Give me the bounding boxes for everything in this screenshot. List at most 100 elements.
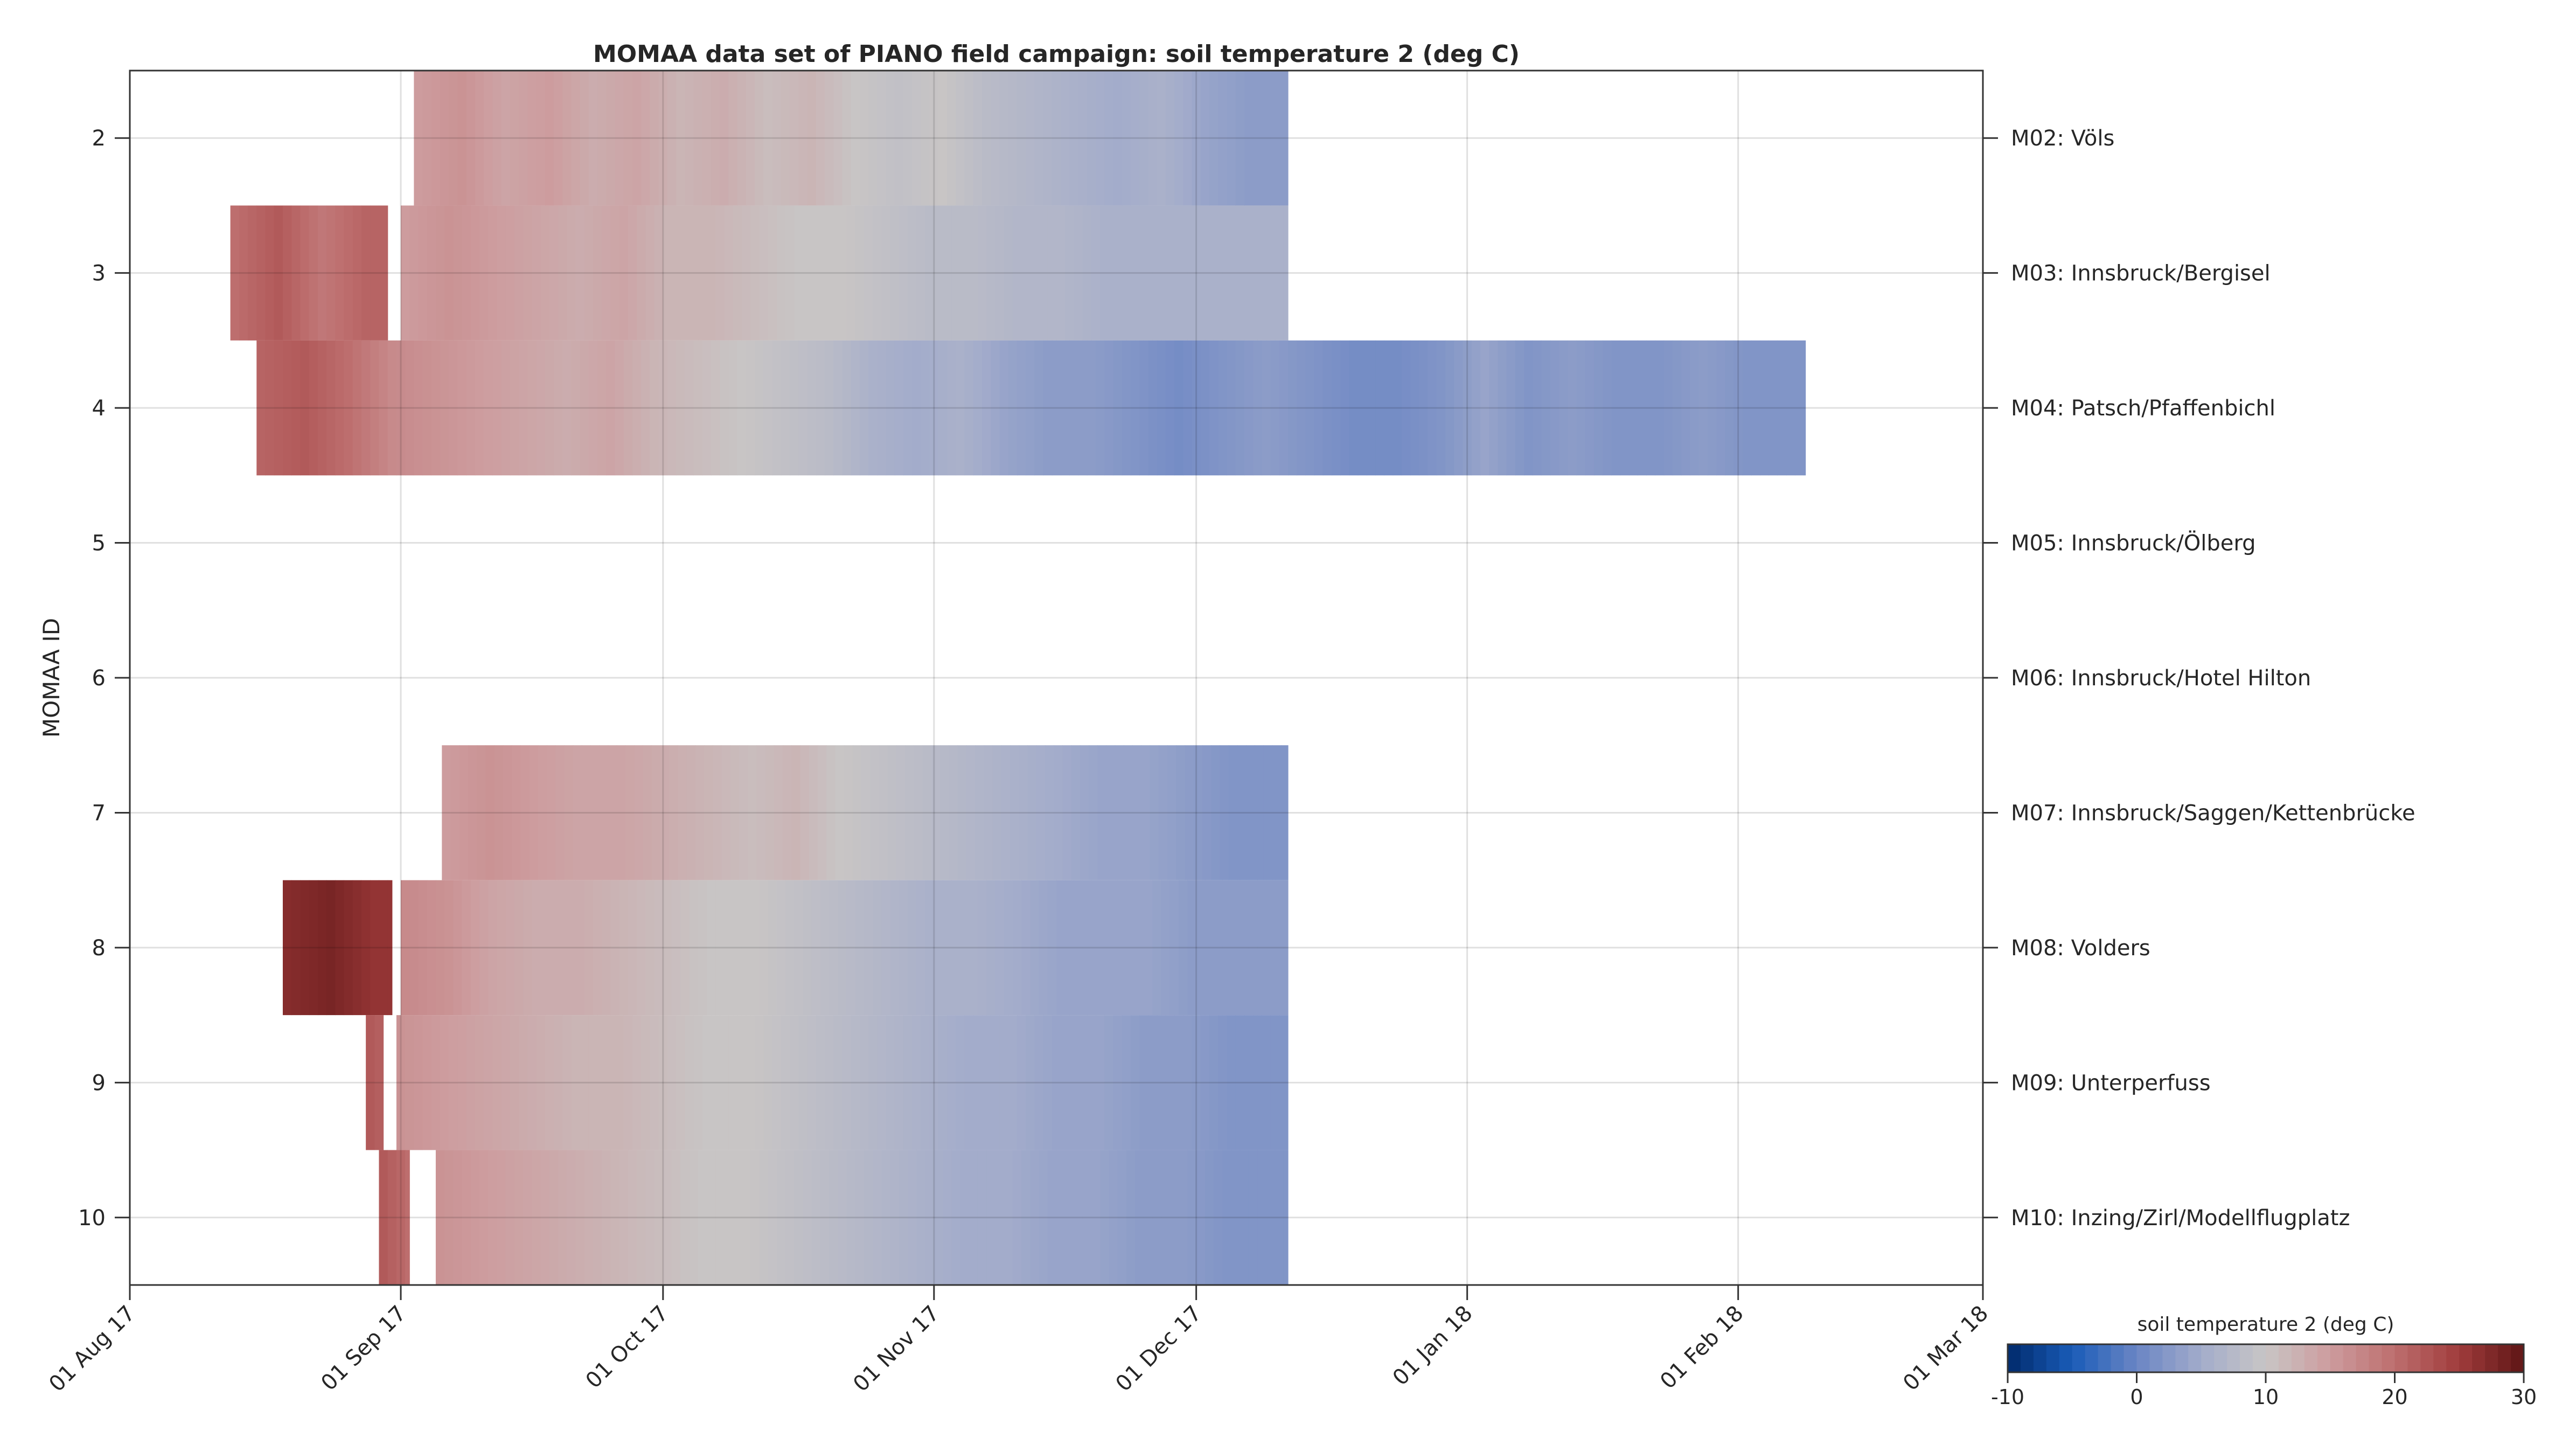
- temperature-cell: [414, 71, 423, 206]
- temperature-cell: [449, 71, 458, 206]
- temperature-cell: [1196, 1150, 1206, 1285]
- temperature-cell: [833, 340, 843, 476]
- temperature-cell: [706, 880, 716, 1016]
- temperature-cell: [721, 745, 731, 880]
- temperature-cell: [881, 1150, 891, 1285]
- temperature-cell: [964, 1015, 974, 1150]
- temperature-cell: [610, 880, 620, 1016]
- colorbar-swatch: [2059, 1344, 2073, 1372]
- temperature-cell: [1043, 1015, 1053, 1150]
- temperature-cell: [1187, 205, 1197, 341]
- temperature-cell: [877, 1015, 887, 1150]
- temperature-cell: [1065, 1150, 1075, 1285]
- temperature-cell: [975, 745, 984, 880]
- temperature-cell: [654, 205, 664, 341]
- temperature-cell: [890, 205, 900, 341]
- temperature-cell: [637, 205, 646, 341]
- temperature-cell: [658, 1015, 668, 1150]
- temperature-cell: [628, 1150, 637, 1285]
- temperature-cell: [1279, 1015, 1289, 1150]
- temperature-cell: [409, 205, 419, 341]
- temperature-cell: [951, 205, 961, 341]
- temperature-cell: [459, 745, 469, 880]
- temperature-cell: [418, 880, 428, 1016]
- temperature-cell: [1235, 1015, 1245, 1150]
- temperature-cell: [803, 880, 812, 1016]
- temperature-cell: [1091, 205, 1101, 341]
- colorbar-swatch: [2020, 1344, 2034, 1372]
- temperature-cell: [1017, 71, 1026, 206]
- temperature-cell: [1054, 745, 1063, 880]
- temperature-cell: [929, 71, 939, 206]
- temperature-cell: [711, 1015, 720, 1150]
- temperature-cell: [1043, 340, 1053, 476]
- temperature-cell: [903, 1015, 913, 1150]
- temperature-cell: [1176, 745, 1186, 880]
- temperature-cell: [715, 205, 725, 341]
- temperature-cell: [1410, 340, 1419, 476]
- temperature-cell: [1255, 745, 1264, 880]
- temperature-cell: [1157, 1015, 1166, 1150]
- temperature-cell: [1096, 1015, 1105, 1150]
- temperature-cell: [453, 880, 463, 1016]
- temperature-cell: [1096, 71, 1105, 206]
- temperature-cell: [479, 1150, 489, 1285]
- temperature-cell: [956, 1015, 965, 1150]
- temperature-cell: [317, 340, 327, 476]
- temperature-cell: [615, 1015, 624, 1150]
- temperature-cell: [1185, 745, 1194, 880]
- temperature-cell: [999, 1015, 1009, 1150]
- temperature-cell: [842, 340, 852, 476]
- temperature-cell: [588, 1015, 598, 1150]
- temperature-cell: [462, 205, 471, 341]
- temperature-cell: [1074, 205, 1083, 341]
- temperature-cell: [553, 340, 563, 476]
- temperature-cell: [1231, 205, 1241, 341]
- temperature-cell: [1200, 1015, 1210, 1150]
- temperature-cell: [1115, 745, 1124, 880]
- temperature-cell: [1113, 340, 1123, 476]
- temperature-cell: [453, 1150, 463, 1285]
- temperature-cell: [730, 745, 740, 880]
- colorbar-swatch: [2498, 1344, 2511, 1372]
- temperature-cell: [641, 340, 651, 476]
- temperature-cell: [538, 745, 547, 880]
- temperature-cell: [1235, 340, 1245, 476]
- temperature-cell: [1091, 880, 1101, 1016]
- temperature-cell: [1603, 340, 1612, 476]
- temperature-cell: [733, 880, 742, 1016]
- temperature-cell: [1209, 1015, 1219, 1150]
- temperature-cell: [562, 1015, 572, 1150]
- temperature-cell: [1017, 1015, 1026, 1150]
- temperature-cell: [442, 745, 451, 880]
- colorbar-swatch: [2317, 1344, 2331, 1372]
- temperature-cell: [553, 1015, 563, 1150]
- temperature-cell: [374, 1015, 384, 1150]
- temperature-cell: [1113, 1015, 1123, 1150]
- temperature-cell: [1027, 745, 1037, 880]
- temperature-cell: [1148, 340, 1158, 476]
- temperature-cell: [689, 880, 699, 1016]
- temperature-cell: [855, 1150, 865, 1285]
- temperature-cell: [825, 1015, 834, 1150]
- temperature-cell: [783, 745, 792, 880]
- temperature-cell: [641, 1015, 651, 1150]
- temperature-cell: [422, 1015, 432, 1150]
- temperature-cell: [999, 71, 1009, 206]
- temperature-cell: [1541, 340, 1551, 476]
- colorbar-swatch: [2420, 1344, 2434, 1372]
- temperature-cell: [1262, 340, 1271, 476]
- temperature-cell: [540, 1150, 550, 1285]
- temperature-cell: [567, 880, 576, 1016]
- temperature-cell: [1030, 880, 1040, 1016]
- temperature-cell: [1096, 340, 1105, 476]
- temperature-cell: [899, 1150, 908, 1285]
- temperature-cell: [680, 880, 690, 1016]
- temperature-cell: [514, 1150, 524, 1285]
- temperature-cell: [798, 1015, 808, 1150]
- temperature-cell: [846, 205, 856, 341]
- temperature-cell: [379, 340, 388, 476]
- temperature-cell: [680, 205, 690, 341]
- temperature-cell: [1576, 340, 1586, 476]
